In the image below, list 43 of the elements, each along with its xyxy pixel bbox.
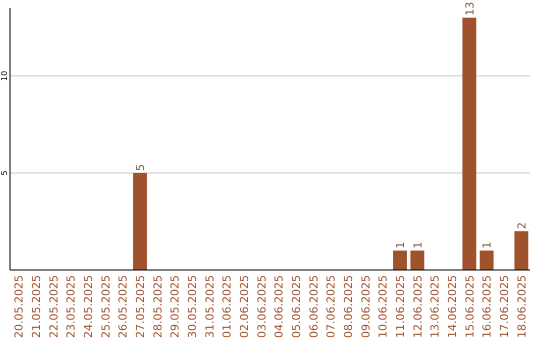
x-tick-label: 07.06.2025 xyxy=(324,275,338,338)
x-tick-label: 12.06.2025 xyxy=(411,275,424,338)
data-label: 1 xyxy=(394,242,407,249)
data-label: 1 xyxy=(411,242,424,249)
x-tick-label: 11.06.2025 xyxy=(394,275,407,338)
x-tick-label: 02.06.2025 xyxy=(238,275,251,338)
x-tick-label: 10.06.2025 xyxy=(376,275,390,338)
data-label: 5 xyxy=(134,164,147,171)
x-tick-label: 18.06.2025 xyxy=(515,275,528,338)
x-tick-label: 01.06.2025 xyxy=(220,275,234,338)
x-tick-label: 16.06.2025 xyxy=(480,275,494,338)
y-tick-label: 10 xyxy=(0,70,9,82)
bar xyxy=(480,250,494,270)
x-tick-label: 03.06.2025 xyxy=(255,275,268,338)
bar xyxy=(393,250,407,270)
x-tick-label: 05.06.2025 xyxy=(290,275,303,338)
data-label: 13 xyxy=(463,2,476,16)
x-tick-label: 14.06.2025 xyxy=(446,275,459,338)
bar xyxy=(133,172,147,270)
x-tick-label: 22.05.2025 xyxy=(47,275,60,338)
x-tick-label: 23.05.2025 xyxy=(64,275,78,338)
x-tick-label: 28.05.2025 xyxy=(151,275,164,338)
bar xyxy=(514,231,528,270)
x-tick-label: 29.05.2025 xyxy=(168,275,182,338)
data-label: 2 xyxy=(515,222,528,230)
data-label: 1 xyxy=(480,242,494,249)
x-tick-label: 26.05.2025 xyxy=(116,275,130,338)
x-tick-label: 04.06.2025 xyxy=(272,275,286,338)
x-tick-label: 08.06.2025 xyxy=(342,275,355,338)
x-tick-label: 21.05.2025 xyxy=(30,275,43,338)
x-tick-label: 31.05.2025 xyxy=(203,275,216,338)
bar xyxy=(410,250,424,270)
x-tick-label: 25.05.2025 xyxy=(99,275,112,338)
x-tick-label: 06.06.2025 xyxy=(307,275,320,338)
bar xyxy=(462,18,476,270)
x-tick-label: 30.05.2025 xyxy=(186,275,199,338)
x-tick-label: 09.06.2025 xyxy=(359,275,372,338)
x-tick-label: 15.06.2025 xyxy=(463,275,476,338)
x-tick-label: 13.06.2025 xyxy=(428,275,442,338)
x-tick-label: 24.05.2025 xyxy=(82,275,95,338)
x-tick-label: 20.05.2025 xyxy=(12,275,26,338)
x-tick-label: 17.06.2025 xyxy=(498,275,511,338)
x-tick-label: 27.05.2025 xyxy=(134,275,147,338)
